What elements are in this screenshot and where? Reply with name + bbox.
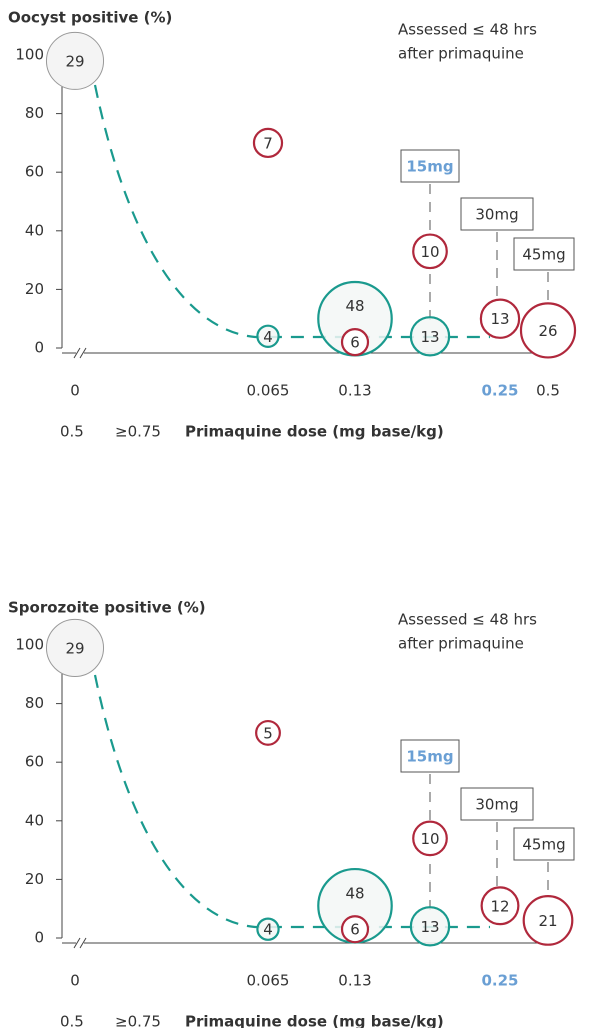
y-tick-label: 100 — [15, 636, 44, 654]
bubble-label: 13 — [420, 918, 439, 936]
axis-break — [73, 347, 87, 359]
bubble-label: 13 — [490, 310, 509, 328]
dose-box — [400, 149, 460, 183]
bubble-label: 6 — [350, 334, 360, 352]
bubble — [479, 298, 521, 339]
y-tick-label: 20 — [25, 280, 44, 298]
y-tick-label: 80 — [25, 104, 44, 122]
bubble — [45, 618, 105, 677]
bubble-label: 4 — [263, 921, 273, 939]
annotation: Assessed ≤ 48 hrs — [398, 611, 537, 629]
bubble-label: 29 — [65, 52, 84, 70]
axis-break — [73, 937, 87, 949]
x-axis-label: Primaquine dose (mg base/kg) — [185, 1013, 444, 1028]
trend-curve — [93, 84, 490, 339]
dose-box — [513, 237, 575, 271]
x-tick-label: 0.13 — [338, 382, 371, 400]
y-tick-label: 40 — [25, 221, 44, 239]
bubble — [409, 906, 451, 947]
bubble — [519, 302, 577, 359]
bubble — [412, 233, 448, 270]
dose-box — [513, 827, 575, 861]
y-tick-label: 0 — [34, 929, 44, 947]
bubble-label: 48 — [345, 884, 364, 902]
dose-label: 15mg — [406, 158, 453, 176]
x-label-prefix: 0.5 — [60, 423, 84, 441]
trend-curve — [93, 674, 490, 929]
bubble-label: 4 — [263, 328, 273, 346]
y-tick-label: 20 — [25, 870, 44, 888]
x-tick-label: 0.25 — [481, 382, 518, 400]
dose-label: 45mg — [522, 246, 565, 264]
bubble — [256, 917, 280, 941]
x-tick-label: 0.5 — [536, 382, 560, 400]
chart-title: Oocyst positive (%) — [8, 9, 172, 27]
dose-box — [460, 197, 534, 231]
bubble-label: 10 — [420, 243, 439, 261]
chart-title: Sporozoite positive (%) — [8, 599, 206, 617]
x-axis-label: Primaquine dose (mg base/kg) — [185, 423, 444, 441]
x-tick-label: 0.25 — [481, 972, 518, 990]
x-label-prefix: ≥0.75 — [115, 423, 161, 441]
dose-box — [400, 739, 460, 773]
bubble — [480, 886, 520, 926]
y-tick-label: 0 — [34, 339, 44, 357]
chart: Sporozoite positive (%) Assessed ≤ 48 hrs… — [8, 599, 575, 1028]
x-label-prefix: 0.5 — [60, 1013, 84, 1028]
y-tick-label: 60 — [25, 753, 44, 771]
bubble-label: 5 — [263, 724, 273, 742]
dose-label: 30mg — [475, 796, 518, 814]
x-tick-label: 0 — [70, 972, 80, 990]
bubble-label: 48 — [345, 297, 364, 315]
annotation: after primaquine — [398, 45, 524, 63]
bubble — [340, 915, 370, 944]
bubble-label: 13 — [420, 328, 439, 346]
bubble — [256, 324, 280, 348]
bubble — [412, 820, 448, 857]
bubble-label: 21 — [538, 912, 557, 930]
bubble — [255, 719, 281, 746]
y-tick-label: 40 — [25, 811, 44, 829]
y-tick-label: 100 — [15, 46, 44, 64]
bubble-label: 6 — [350, 921, 360, 939]
y-tick-label: 80 — [25, 694, 44, 712]
dose-label: 15mg — [406, 748, 453, 766]
bubble-label: 26 — [538, 322, 557, 340]
bubble — [522, 895, 574, 946]
x-tick-label: 0.13 — [338, 972, 371, 990]
y-tick-label: 60 — [25, 163, 44, 181]
bubble — [45, 31, 105, 90]
bubble — [340, 328, 370, 357]
annotation: after primaquine — [398, 635, 524, 653]
chart: Oocyst positive (%) Assessed ≤ 48 hrs afte… — [8, 9, 577, 441]
x-tick-label: 0.065 — [247, 972, 290, 990]
dose-box — [460, 787, 534, 821]
bubble — [409, 316, 451, 357]
x-label-prefix: ≥0.75 — [115, 1013, 161, 1028]
x-tick-label: 0 — [70, 382, 80, 400]
bubble-label: 10 — [420, 830, 439, 848]
bubble-label: 7 — [263, 134, 273, 152]
annotation: Assessed ≤ 48 hrs — [398, 21, 537, 39]
x-tick-label: 0.065 — [247, 382, 290, 400]
bubble — [252, 127, 284, 159]
bubble-label: 29 — [65, 639, 84, 657]
dose-label: 45mg — [522, 836, 565, 854]
dose-label: 30mg — [475, 206, 518, 224]
bubble-label: 12 — [490, 897, 509, 915]
